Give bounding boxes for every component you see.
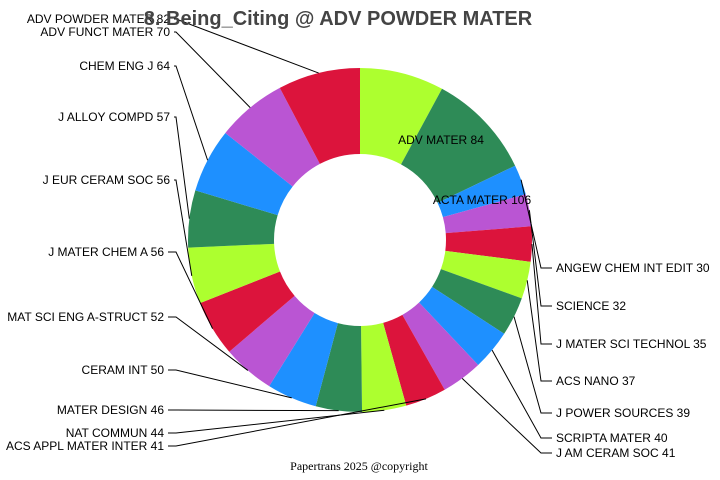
slice-label: J POWER SOURCES 39 <box>556 406 690 420</box>
leader-line <box>520 179 552 269</box>
leader-line <box>528 210 552 307</box>
slice-label: SCIENCE 32 <box>556 299 626 313</box>
slice-j-mater-sci-technol <box>445 226 532 262</box>
slice-label: J MATER SCI TECHNOL 35 <box>556 337 707 351</box>
slice-label: MAT SCI ENG A-STRUCT 52 <box>7 310 164 324</box>
leader-line <box>513 316 552 414</box>
leader-line <box>168 369 292 399</box>
slice-label: ACTA MATER 106 <box>433 193 532 207</box>
slice-angew-chem-int-edit <box>437 165 526 218</box>
slice-label: J MATER CHEM A 56 <box>48 245 164 259</box>
leader-line <box>168 409 385 434</box>
chart-footer: Papertrans 2025 @copyright <box>290 459 428 473</box>
leader-line <box>174 116 190 219</box>
slice-label: ADV FUNCT MATER 70 <box>40 25 170 39</box>
leader-line <box>174 65 209 161</box>
slice-scripta-mater <box>419 286 505 365</box>
slice-mater-design <box>315 323 363 412</box>
slice-label: MATER DESIGN 46 <box>57 403 164 417</box>
slice-j-power-sources <box>432 269 522 334</box>
leader-line <box>531 244 552 345</box>
leader-line <box>174 31 251 108</box>
leader-line <box>168 398 427 447</box>
slice-adv-funct-mater <box>225 87 320 187</box>
slice-acs-nano <box>440 250 531 299</box>
slice-label: CERAM INT 50 <box>82 363 165 377</box>
slice-mat-sci-eng-a-struct <box>229 295 315 387</box>
slice-label: CHEM ENG J 64 <box>79 59 170 73</box>
slice-j-alloy-compd <box>187 190 278 248</box>
leader-line <box>174 18 319 74</box>
slice-label: J ALLOY COMPD 57 <box>58 110 170 124</box>
slice-j-eur-ceram-soc <box>188 243 280 304</box>
slice-ceram-int <box>269 313 338 407</box>
slice-j-mater-chem-a <box>199 271 295 352</box>
donut-slices <box>187 68 532 412</box>
leader-line <box>168 316 249 371</box>
leader-line <box>491 349 552 439</box>
slice-adv-mater <box>360 68 443 165</box>
slice-science <box>442 194 532 234</box>
slice-label: ADV MATER 84 <box>398 133 484 147</box>
slice-label: ACS APPL MATER INTER 41 <box>6 439 164 453</box>
leader-line <box>168 251 214 329</box>
slice-chem-eng-j <box>195 132 293 216</box>
slice-label: ADV POWDER MATER 82 <box>27 12 170 26</box>
slice-nat-commun <box>361 322 407 412</box>
slice-label: ANGEW CHEM INT EDIT 30 <box>556 261 710 275</box>
slice-label: SCRIPTA MATER 40 <box>556 431 668 445</box>
chart-title: 8. Being_Citing @ ADV POWDER MATER <box>144 8 533 30</box>
leader-line <box>168 409 339 412</box>
slice-label: ACS NANO 37 <box>556 374 636 388</box>
slice-label: NAT COMMUN 44 <box>66 426 165 440</box>
slice-adv-powder-mater <box>279 68 360 164</box>
slice-j-am-ceram-soc <box>402 302 479 390</box>
slice-label: J EUR CERAM SOC 56 <box>43 173 171 187</box>
slice-acs-appl-mater-inter <box>383 314 445 406</box>
slice-label: J AM CERAM SOC 41 <box>556 446 676 460</box>
leader-line <box>461 378 552 454</box>
slice-labels: ADV MATER 84 ACTA MATER 106 ANGEW CHEM INT… <box>6 12 710 460</box>
leader-lines <box>168 18 552 454</box>
leader-line <box>526 280 552 382</box>
leader-line <box>174 179 193 276</box>
slice-acta-mater <box>401 88 516 203</box>
